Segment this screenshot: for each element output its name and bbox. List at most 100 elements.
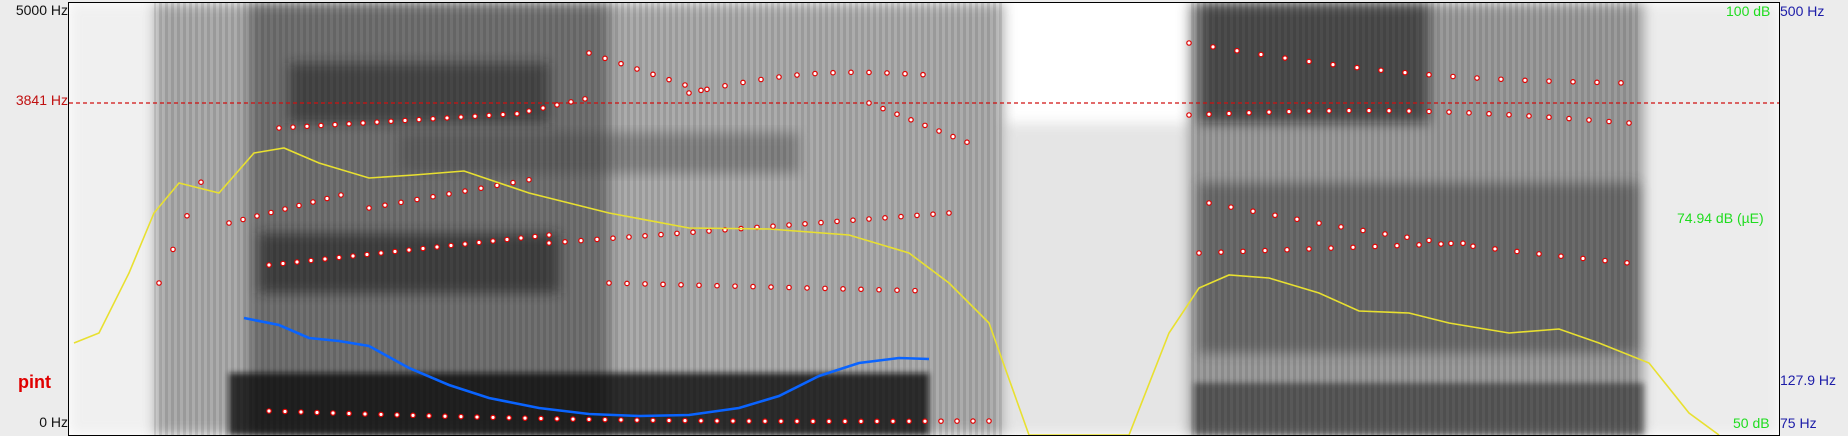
formant-point [1355,65,1359,69]
formant-point [1467,111,1471,115]
formant-point [859,287,863,291]
formant-point [907,419,911,423]
formant-point [795,419,799,423]
word-tier-label: pint [18,374,51,390]
formant-point [1285,248,1289,252]
formant-point [443,414,447,418]
formant-point [1283,56,1287,60]
formant-point [699,88,703,92]
formant-point [319,123,323,127]
formant-point [311,200,315,204]
formant-point [895,112,899,116]
formant-point [1263,248,1267,252]
formant-point [881,106,885,110]
formant-point [277,126,281,130]
formant-point [347,122,351,126]
formant-point [315,410,319,414]
formant-point [643,282,647,286]
formant-point [1327,109,1331,113]
formant-point [299,410,303,414]
formant-point [779,419,783,423]
formant-point [351,254,355,258]
formant-point [683,418,687,422]
formant-point [283,409,287,413]
formant-point [523,416,527,420]
formant-point [643,234,647,238]
formant-point [1625,261,1629,265]
formant-point [1219,250,1223,254]
formant-point [651,72,655,76]
formant-point [731,419,735,423]
formant-point [813,71,817,75]
formant-point [1187,113,1191,117]
formant-point [723,84,727,88]
formant-point [1619,81,1623,85]
formant-point [1451,74,1455,78]
formant-point [571,417,575,421]
formant-point [1295,217,1299,221]
formant-point [507,416,511,420]
formant-point [1235,49,1239,53]
formant-point [769,285,773,289]
formant-point [1405,235,1409,239]
formant-point [1241,249,1245,253]
formant-point [297,203,301,207]
formant-point [1307,59,1311,63]
formant-point [741,80,745,84]
formant-point [1227,111,1231,115]
formant-point [395,413,399,417]
formant-point [733,284,737,288]
voicing-striation-2 [1189,3,1639,435]
formant-point [1439,242,1443,246]
formant-point [875,419,879,423]
formant-point [157,281,161,285]
formant-point [1273,213,1277,217]
formant-point [805,286,809,290]
formant-point [849,70,853,74]
formant-point [527,109,531,113]
spectrogram-canvas[interactable] [69,3,1779,435]
formant-point [1317,221,1321,225]
formant-point [931,212,935,216]
formant-point [347,411,351,415]
formant-point [1427,238,1431,242]
pitch-axis-bottom-label: 75 Hz [1780,415,1817,431]
formant-point [1603,258,1607,262]
formant-point [1487,112,1491,116]
formant-point [1331,62,1335,66]
formant-point [295,260,299,264]
formant-point [379,412,383,416]
formant-point [473,114,477,118]
formant-point [569,100,573,104]
spectrogram-panel[interactable] [68,2,1780,436]
formant-point [477,240,481,244]
formant-point [1581,256,1585,260]
formant-point [1347,108,1351,112]
freq-cursor-label: 3841 Hz [16,92,68,108]
formant-point [375,120,379,124]
formant-point [611,236,615,240]
formant-point [923,419,927,423]
formant-point [883,216,887,220]
formant-point [787,285,791,289]
formant-point [951,134,955,138]
formant-point [255,214,259,218]
formant-point [661,282,665,286]
formant-point [1547,115,1551,119]
formant-point [795,73,799,77]
formant-point [1259,52,1263,56]
formant-point [1447,110,1451,114]
formant-point [1417,243,1421,247]
formant-point [965,140,969,144]
formant-point [541,106,545,110]
formant-point [361,121,365,125]
formant-point [185,214,189,218]
formant-point [827,419,831,423]
formant-point [399,200,403,204]
formant-point [431,117,435,121]
formant-point [955,419,959,423]
formant-point [1387,109,1391,113]
formant-point [417,117,421,121]
formant-point [1627,121,1631,125]
formant-point [459,115,463,119]
